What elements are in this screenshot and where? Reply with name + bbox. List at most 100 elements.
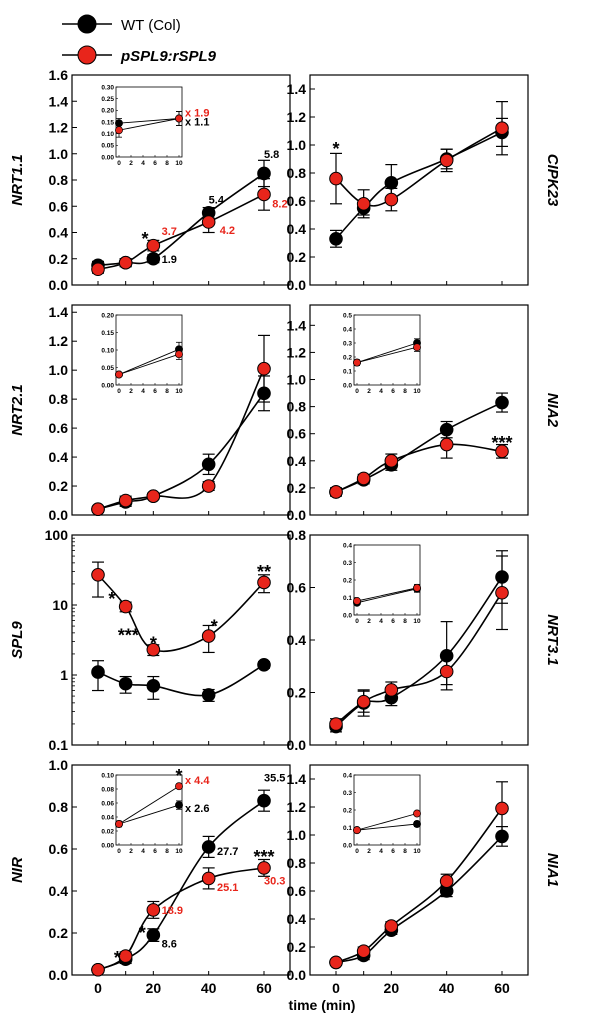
nir-inset-xtick-label: 10 (175, 848, 183, 855)
nrt11-inset-ytick-label: 0.05 (101, 143, 114, 150)
nir-inset-xtick-label: 4 (141, 848, 145, 855)
cipk23-ytick-label: 1.0 (287, 137, 307, 153)
panel-nrt11: 0.0 0.2 0.4 0.6 0.8 1.0 1.2 1.4 1.6 NRT1.1 * 1.9 3.7… (9, 67, 291, 293)
nrt11-inset-xtick-label: 0 (117, 160, 121, 167)
xtick-label-col2: 20 (384, 980, 400, 996)
nir-inset-frame (115, 774, 183, 846)
panel-nrt31: 0.0 0.2 0.4 0.6 0.8 NRT3.1 0.0 0.1 0.2 0.3 0.4 0 2 4 6… (287, 527, 561, 753)
nir-inset-series-1-line (118, 785, 180, 825)
nrt31-ytick-label: 0.0 (287, 737, 307, 753)
nia2-inset-series-1-point (413, 343, 421, 352)
nia1-series-1-point (384, 919, 399, 933)
nrt11-fold-label: 8.2 (272, 199, 287, 211)
nrt11-series-0-point (146, 251, 161, 266)
cipk23-ytick-label: 1.4 (287, 81, 307, 97)
nrt11-series-1-point (201, 215, 216, 229)
spl9-series-0-point (146, 679, 161, 693)
nrt11-inset-ytick-label: 0.10 (101, 131, 114, 138)
spl9-series-0-point (201, 688, 216, 702)
nrt11-inset: 0.00 0.05 0.10 0.15 0.20 0.25 0.30 0 2 4 6 8 10 x 1.9… (101, 84, 209, 167)
nrt11-inset-xtick-label: 8 (165, 160, 169, 167)
nir-series-0-point (201, 840, 216, 854)
nrt21-ytick-label: 0.2 (49, 478, 69, 494)
nia1-series-0-line (335, 835, 503, 964)
nrt31-inset-xtick-label: 4 (379, 618, 383, 625)
nrt11-inset-xtick-label: 10 (175, 160, 183, 167)
nir-series-1-point (91, 962, 105, 977)
nrt21-series-0-line (97, 392, 265, 510)
nia2-inset-xtick-label: 6 (391, 388, 395, 395)
nrt11-ytick-label: 0.6 (49, 198, 69, 214)
nrt31-inset-xtick-label: 2 (367, 618, 371, 625)
panel-nir-frame (71, 764, 291, 976)
nrt31-inset-series-1-point (413, 583, 421, 592)
nia2-inset-ytick-label: 0.2 (343, 354, 352, 361)
spl9-series-0-point (118, 676, 133, 691)
nia2-significance: *** (491, 433, 512, 453)
nrt21-ytick-label: 0.0 (49, 507, 69, 523)
spl9-ytick-label: 100 (45, 527, 69, 543)
spl9-series-1-point (201, 629, 216, 643)
nrt11-inset-ytick-label: 0.15 (101, 119, 114, 126)
nia2-ytick-label: 1.4 (287, 317, 307, 333)
nrt31-inset: 0.0 0.1 0.2 0.3 0.4 0 2 4 6 8 10 (343, 542, 421, 625)
nrt21-ytick-label: 1.2 (49, 333, 69, 349)
xtick-label-col2: 40 (439, 980, 455, 996)
nrt21-ytick-label: 0.8 (49, 391, 69, 407)
xtick-label-col2: 60 (494, 980, 510, 996)
nrt11-inset-series-0-line (118, 118, 180, 124)
x-axis-title: time (min) (289, 997, 356, 1013)
nrt31-inset-ytick-label: 0.1 (343, 595, 352, 602)
nir-series-1-point (146, 903, 161, 917)
nia1-inset-xtick-label: 0 (355, 848, 359, 855)
nir-fold-label: 25.1 (217, 882, 238, 894)
cipk23-series-1-point (329, 171, 343, 186)
cipk23-series-1-point (356, 197, 371, 211)
spl9-ytick-label: 0.1 (49, 737, 69, 753)
spl9-significance: * (108, 589, 115, 609)
nia1-ytick-label: 0.6 (287, 883, 307, 899)
nrt31-series-1-point (356, 694, 371, 709)
nrt21-inset: 0.00 0.05 0.10 0.15 0.20 0 2 4 6 8 10 (101, 312, 183, 395)
nia1-series-0-point (495, 829, 509, 844)
nrt21-ytick-label: 0.4 (49, 449, 69, 465)
legend-wt-label: WT (Col) (121, 17, 181, 34)
cipk23-series-0-point (384, 176, 399, 190)
spl9-significance: *** (118, 625, 139, 645)
nir-fold-label: 27.7 (217, 846, 238, 858)
nir-series-0-point (257, 793, 271, 808)
nrt31-ytick-label: 0.4 (287, 632, 307, 648)
nia2-series-0-point (495, 395, 509, 410)
nrt11-inset-frame (115, 86, 183, 158)
nia2-inset-series-0-line (356, 342, 418, 364)
legend-wt-marker (77, 14, 97, 34)
nia1-series-1-point (495, 801, 509, 816)
nrt11-ylabel: NRT1.1 (9, 154, 26, 205)
spl9-series-1-point (257, 575, 271, 590)
nia1-inset-frame (353, 774, 421, 846)
nia2-series-1-point (356, 471, 371, 486)
nir-series-1-point (257, 861, 271, 875)
spl9-series-0-point (91, 665, 105, 679)
nrt11-series-1-point (91, 262, 105, 277)
nia2-series-0-point (439, 422, 454, 437)
nia1-inset-series-1-point (413, 809, 421, 818)
nia1-inset-xtick-label: 6 (391, 848, 395, 855)
nia1-inset-xtick-label: 8 (403, 848, 407, 855)
nrt11-fold-label: 4.2 (220, 225, 235, 237)
nia1-inset-series-0-line (356, 823, 418, 831)
nia1-inset-series-1-point (353, 826, 361, 835)
nrt11-fold-label: 1.9 (162, 254, 177, 266)
nia1-inset-series-1-line (356, 813, 418, 831)
nrt11-ytick-label: 0.8 (49, 172, 69, 188)
spl9-series-0-point (257, 657, 271, 672)
spl9-significance: * (150, 634, 157, 654)
nrt21-inset-series-0-line (118, 348, 180, 375)
nir-inset-series-0-point (175, 801, 183, 810)
panel-nir: 0.0 0.2 0.4 0.6 0.8 1.0 NIR * * 8.6 18.9 27.7 25.1 35… (9, 757, 291, 983)
nir-inset-series-1-point (115, 820, 123, 828)
nia2-inset-xtick-label: 0 (355, 388, 359, 395)
x-axis-labels: 0 20 40 60 0 20 40 60 (94, 980, 510, 996)
nrt21-inset-frame (115, 314, 183, 386)
